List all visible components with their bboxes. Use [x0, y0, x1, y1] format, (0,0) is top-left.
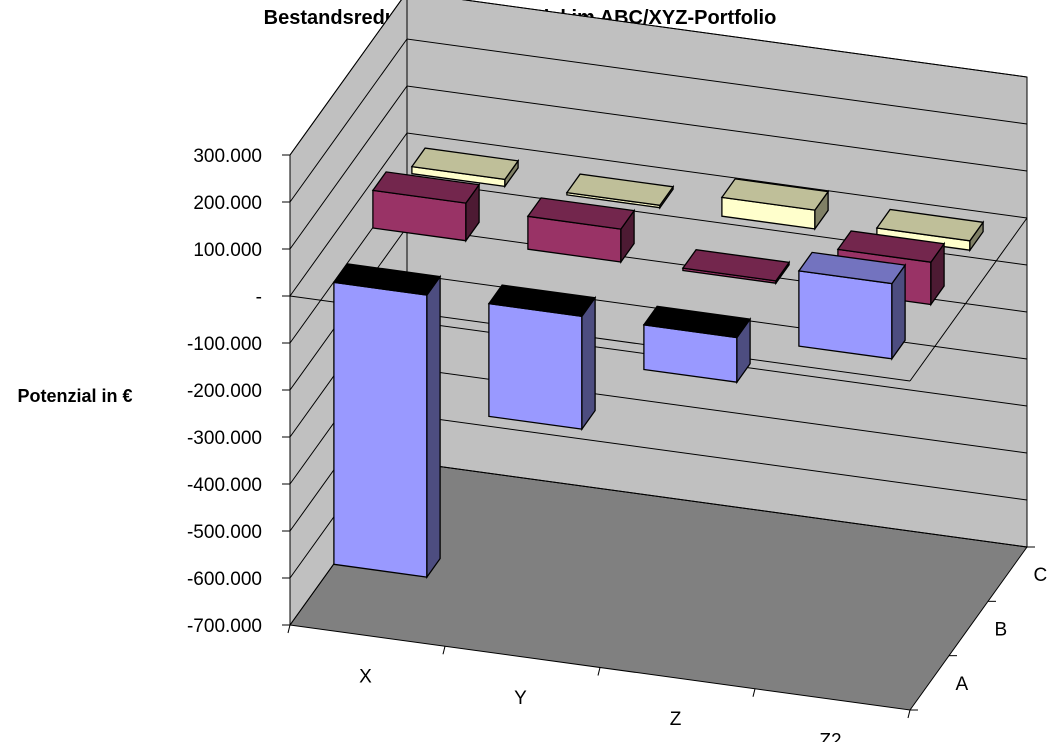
y-tick-label: -200.000 [187, 381, 262, 402]
bar-B-Y [526, 197, 636, 265]
gridline [289, 85, 1028, 250]
x-tick-labels: X Y Z Z2 [359, 667, 841, 742]
depth-tick-label: B [995, 620, 1008, 641]
x-tick-label: Z [670, 709, 682, 730]
x-tick-mark [597, 667, 601, 676]
bar-top-face [797, 251, 907, 285]
x-tick-mark [442, 646, 446, 655]
y-tick-label: 300.000 [193, 146, 262, 167]
y-tick-label: -700.000 [187, 616, 262, 637]
bar-side-face [426, 274, 441, 580]
bar-top-face [332, 263, 442, 296]
y-tick-label: -400.000 [187, 475, 262, 496]
bar-B-X [371, 171, 481, 243]
depth-tick-labels: A B C [956, 565, 1048, 695]
y-tick-label: 100.000 [193, 240, 262, 261]
bar-A-Z [642, 305, 752, 385]
y-tick-label: -500.000 [187, 522, 262, 543]
y-tick-label: 200.000 [193, 193, 262, 214]
bar-top-face [681, 249, 791, 282]
bar-front-face [333, 281, 428, 578]
y-tick-label: -300.000 [187, 428, 262, 449]
gridline [289, 0, 1028, 156]
depth-tick-label: A [956, 674, 969, 695]
bar-top-face [720, 178, 830, 211]
y-axis-title: Potenzial in € [17, 386, 132, 406]
x-tick-label: X [359, 667, 372, 688]
bar-top-face [642, 305, 752, 339]
x-tick-mark [752, 688, 756, 697]
y-tick-label: - [256, 287, 262, 308]
bar-C-Y [565, 173, 675, 210]
bar-A-X [332, 263, 442, 580]
bar-B-Z [681, 249, 791, 286]
y-tick-labels: 300.000 200.000 100.000 - -100.000 -200.000 -3… [187, 146, 262, 637]
x-tick-label: Y [514, 688, 527, 709]
bar-C-Z [720, 178, 830, 231]
bar-front-face [798, 270, 893, 360]
bar-top-face [371, 171, 481, 204]
axes [282, 154, 1035, 719]
gridline [289, 38, 1028, 203]
x-tick-label: Z2 [819, 730, 841, 742]
bar-top-face [836, 230, 946, 263]
zero-line-side [909, 217, 1028, 382]
bar-top-face [526, 197, 636, 230]
bar-A-Z2 [797, 251, 907, 361]
bars [332, 147, 985, 580]
bar-A-Y [487, 284, 597, 432]
gridline [289, 132, 1028, 297]
bar-top-face [875, 208, 985, 242]
y-tick-label: -600.000 [187, 569, 262, 590]
bar-top-face [410, 147, 520, 181]
bar-top-face [487, 284, 597, 317]
bar-top-face [565, 173, 675, 206]
depth-tick-label: C [1034, 565, 1048, 586]
x-tick-mark [907, 709, 911, 719]
x-tick-mark [287, 624, 291, 634]
bar-C-X [410, 147, 520, 189]
bar-side-face [581, 295, 596, 432]
bar-front-face [488, 302, 583, 430]
y-tick-label: -100.000 [187, 334, 262, 355]
